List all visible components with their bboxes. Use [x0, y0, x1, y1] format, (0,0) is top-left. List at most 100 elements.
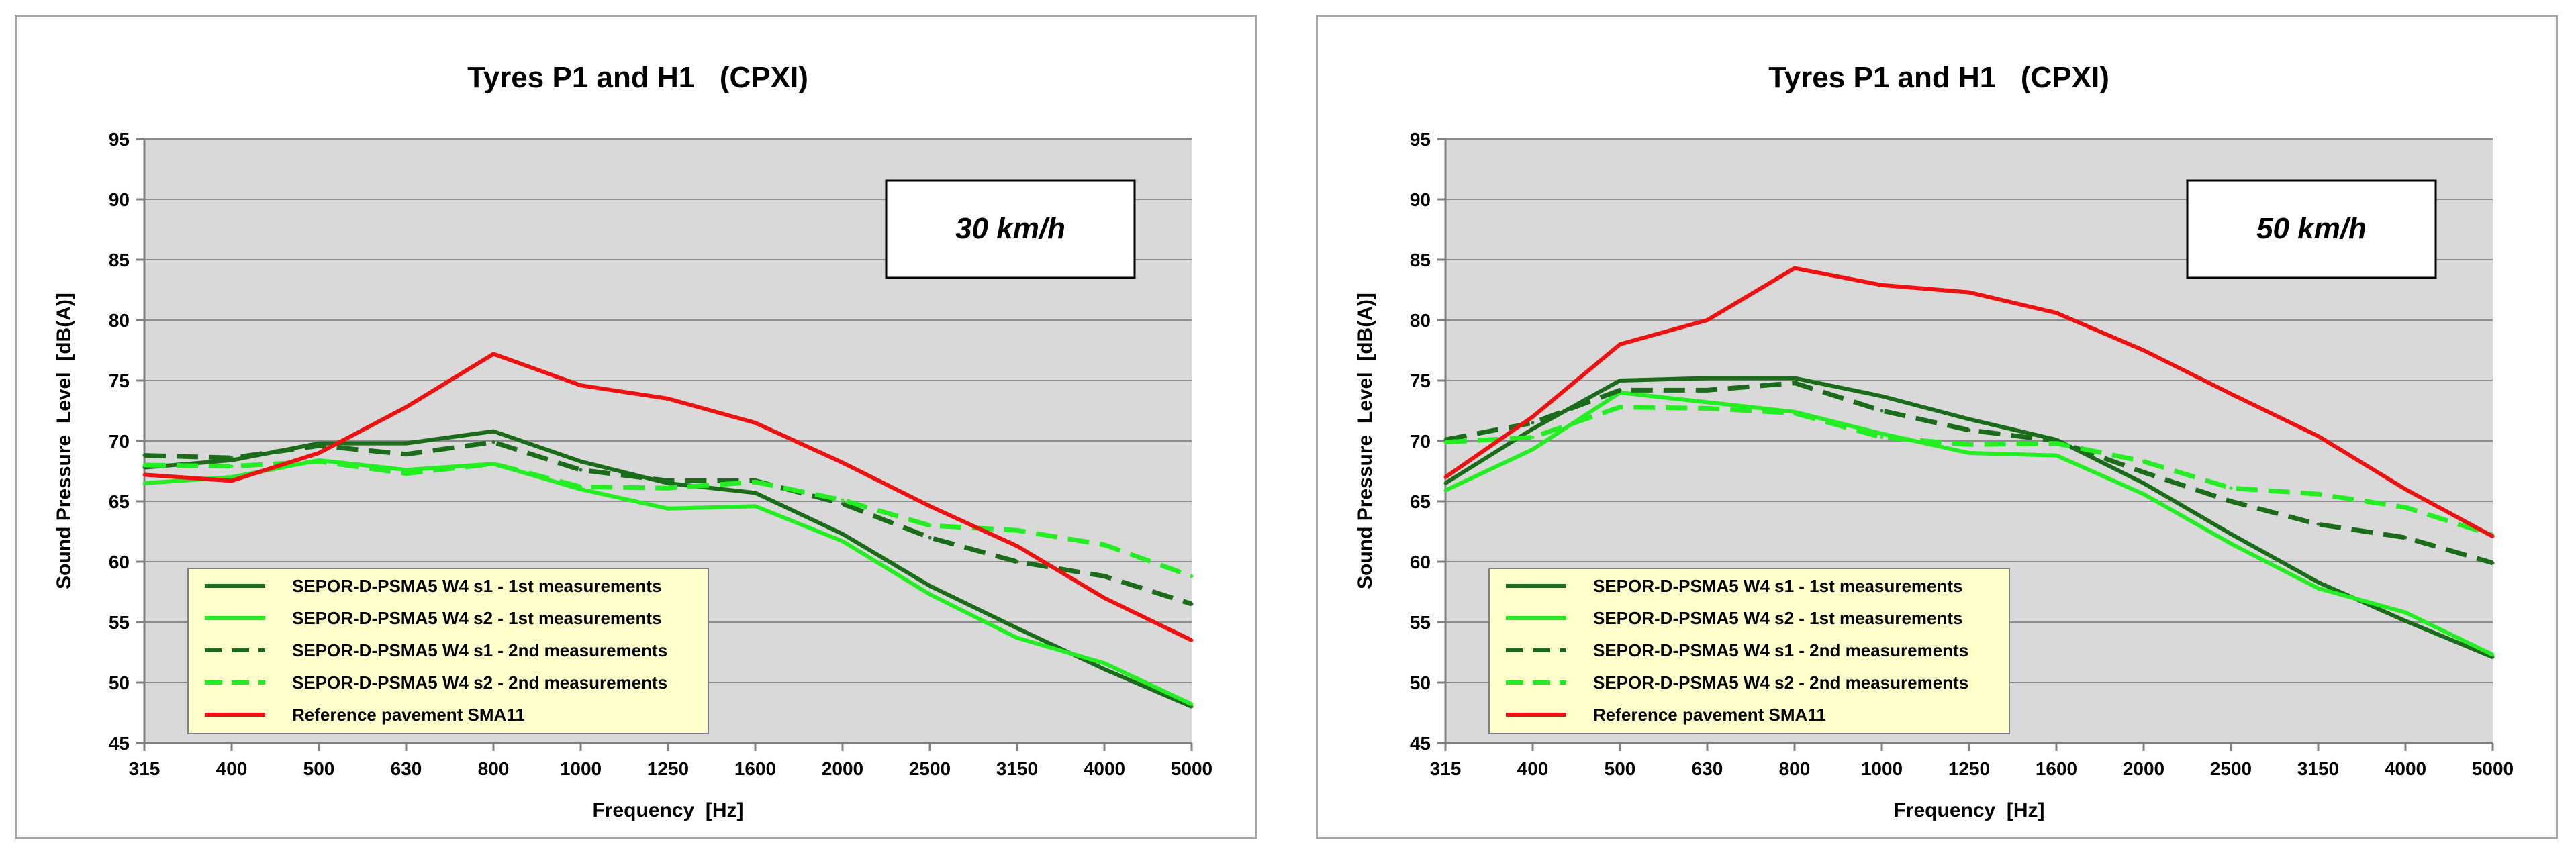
y-tick-label: 50 [1410, 672, 1431, 693]
y-tick-label: 80 [1410, 310, 1431, 331]
x-tick-label: 2000 [822, 758, 863, 779]
data-point [1015, 626, 1019, 630]
data-point [1102, 661, 1106, 665]
data-point [1705, 400, 1709, 404]
data-point [928, 504, 932, 508]
legend-label-4: SEPOR-D-PSMA5 W4 s2 - 2nd measurements [1593, 672, 1968, 693]
y-tick-label: 45 [109, 733, 130, 754]
data-point [142, 463, 146, 467]
data-point [2491, 561, 2495, 565]
data-point [928, 593, 932, 597]
y-tick-label: 95 [109, 129, 130, 150]
y-tick-label: 60 [109, 552, 130, 572]
data-point [1443, 481, 1447, 485]
y-tick-label: 55 [109, 612, 130, 633]
data-point [666, 486, 670, 490]
x-tick-label: 3150 [996, 758, 1038, 779]
x-tick-label: 400 [216, 758, 248, 779]
data-point [2229, 532, 2233, 536]
data-point [1190, 702, 1194, 706]
data-point [841, 539, 845, 543]
data-point [1967, 451, 1971, 455]
y-tick-label: 60 [1410, 552, 1431, 572]
x-tick-label: 500 [303, 758, 335, 779]
x-tick-label: 400 [1517, 758, 1549, 779]
y-tick-label: 95 [1410, 129, 1431, 150]
data-point [1102, 667, 1106, 671]
x-tick-label: 315 [129, 758, 160, 779]
data-point [841, 498, 845, 502]
data-point [491, 440, 495, 444]
data-point [1967, 428, 1971, 432]
y-tick-label: 75 [109, 370, 130, 391]
data-point [1531, 421, 1535, 425]
y-tick-label: 85 [109, 250, 130, 270]
data-point [1793, 376, 1797, 380]
x-tick-label: 3150 [2297, 758, 2339, 779]
data-point [1102, 596, 1106, 600]
data-point [2054, 311, 2058, 315]
y-axis-label: Sound Pressure Level [dB(A)] [53, 293, 75, 589]
x-tick-label: 500 [1605, 758, 1636, 779]
data-point [230, 456, 234, 460]
data-point [2316, 434, 2320, 438]
legend-label-2: SEPOR-D-PSMA5 W4 s2 - 1st measurements [292, 608, 662, 628]
y-tick-label: 70 [1410, 431, 1431, 452]
data-point [317, 460, 321, 464]
x-axis-label: Frequency [Hz] [1893, 799, 2044, 821]
x-tick-label: 2000 [2123, 758, 2164, 779]
x-tick-label: 5000 [2472, 758, 2514, 779]
data-point [404, 442, 408, 446]
data-point [841, 532, 845, 536]
data-point [1880, 432, 1884, 436]
data-point [579, 383, 583, 387]
y-tick-label: 80 [109, 310, 130, 331]
data-point [1443, 440, 1447, 444]
data-point [404, 405, 408, 409]
data-point [2316, 522, 2320, 526]
data-point [1443, 475, 1447, 479]
data-point [317, 444, 321, 448]
x-tick-label: 5000 [1171, 758, 1212, 779]
data-point [2142, 470, 2146, 474]
data-point [1102, 543, 1106, 547]
data-point [404, 468, 408, 472]
x-axis-label: Frequency [Hz] [592, 799, 743, 821]
data-point [1618, 388, 1622, 392]
x-tick-label: 1600 [734, 758, 776, 779]
y-axis-label: Sound Pressure Level [dB(A)] [1354, 293, 1376, 589]
data-point [666, 397, 670, 401]
data-point [1531, 427, 1535, 431]
data-point [841, 502, 845, 506]
x-tick-label: 1250 [647, 758, 689, 779]
data-point [1531, 415, 1535, 419]
speed-label: 50 km/h [2256, 212, 2367, 245]
data-point [579, 485, 583, 489]
chart-title: Tyres P1 and H1 (CPXI) [1768, 61, 2109, 94]
line-chart-50kmh: 45 50 55 60 65 70 75 80 85 90 95 315 400 500 630 800 100… [1354, 61, 2514, 821]
x-tick-label: 1600 [2036, 758, 2077, 779]
data-point [2316, 587, 2320, 591]
y-tick-label: 90 [1410, 189, 1431, 210]
legend-label-3: SEPOR-D-PSMA5 W4 s1 - 2nd measurements [1593, 640, 1968, 660]
data-point [579, 460, 583, 464]
data-point [1705, 318, 1709, 322]
data-point [1880, 436, 1884, 440]
data-point [491, 430, 495, 434]
legend-label-2: SEPOR-D-PSMA5 W4 s2 - 1st measurements [1593, 608, 1963, 628]
data-point [2229, 486, 2233, 490]
x-tick-label: 800 [1779, 758, 1811, 779]
data-point [928, 523, 932, 527]
data-point [1967, 291, 1971, 295]
legend-label-5: Reference pavement SMA11 [292, 705, 525, 725]
data-point [1880, 283, 1884, 287]
data-point [142, 454, 146, 458]
data-point [928, 536, 932, 540]
data-point [317, 451, 321, 455]
data-point [2142, 481, 2146, 485]
x-tick-label: 315 [1430, 758, 1462, 779]
speed-label-box [885, 179, 1136, 279]
data-point [1793, 266, 1797, 270]
data-point [1015, 636, 1019, 640]
data-point [579, 468, 583, 472]
